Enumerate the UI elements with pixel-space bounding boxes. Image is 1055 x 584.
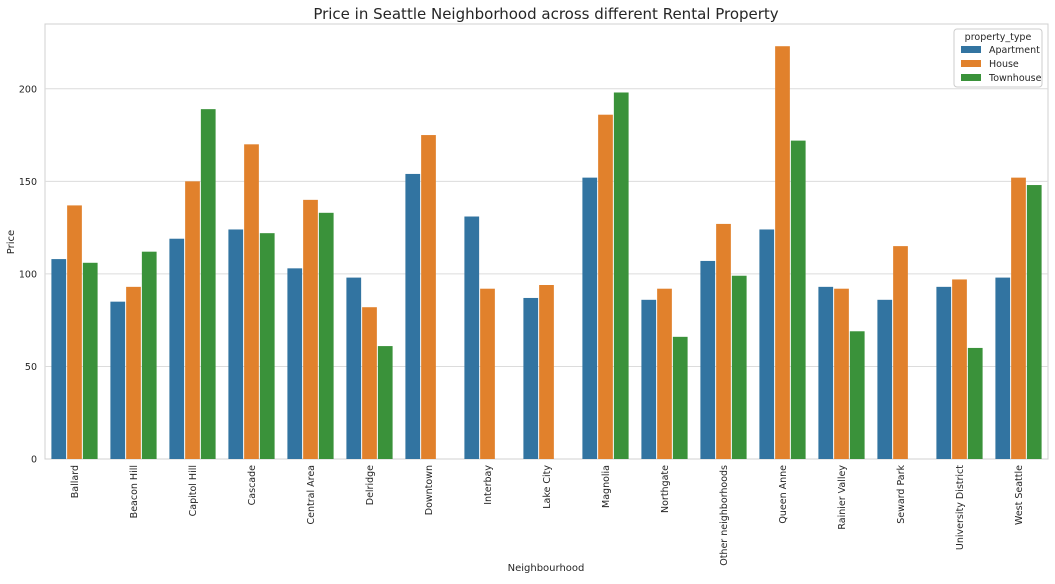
bar-house <box>67 205 82 459</box>
y-tick-label: 200 <box>19 84 37 95</box>
bar-apartment <box>169 238 185 459</box>
bar-apartment <box>523 297 539 459</box>
bar-house <box>126 286 141 459</box>
legend-label-townhouse: Townhouse <box>988 73 1042 84</box>
y-tick-label: 100 <box>19 269 37 280</box>
x-tick-label: Downtown <box>424 465 435 515</box>
legend-swatch-townhouse <box>961 74 981 81</box>
bar-townhouse <box>82 262 98 459</box>
x-tick-label: Cascade <box>247 465 258 505</box>
legend-items: Apartment House Townhouse <box>961 45 1042 84</box>
bar-house <box>775 46 790 459</box>
legend-swatch-apartment <box>961 46 981 53</box>
bar-townhouse <box>731 275 747 459</box>
bar-apartment <box>51 259 67 459</box>
bar-house <box>893 246 908 459</box>
y-tick-label: 0 <box>31 455 37 466</box>
legend-label-house: House <box>989 59 1019 70</box>
chart-title: Price in Seattle Neighborhood across dif… <box>313 5 778 23</box>
bar-house <box>716 223 731 459</box>
x-tick-label: Beacon Hill <box>129 465 140 518</box>
x-tick-label: Central Area <box>306 465 317 524</box>
bar-apartment <box>346 277 362 459</box>
x-tick-label: Capitol Hill <box>188 465 199 516</box>
bar-apartment <box>228 229 244 459</box>
bars <box>51 46 1042 460</box>
legend-label-apartment: Apartment <box>989 45 1040 56</box>
x-tick-label: Interbay <box>483 465 494 505</box>
bar-townhouse <box>790 140 806 460</box>
bar-apartment <box>582 177 598 459</box>
legend-swatch-house <box>961 60 981 67</box>
bar-apartment <box>759 229 775 459</box>
x-tick-label: Rainier Valley <box>837 465 848 530</box>
y-tick-label: 150 <box>19 177 37 188</box>
y-tick-label: 50 <box>25 362 37 373</box>
legend-box <box>953 28 1043 88</box>
x-tick-label: Magnolia <box>601 465 612 508</box>
x-tick-label: Queen Anne <box>778 465 789 524</box>
bar-house <box>421 135 436 459</box>
bar-townhouse <box>1026 185 1042 460</box>
bar-apartment <box>700 260 716 459</box>
x-tick-label: University District <box>955 465 966 550</box>
bar-townhouse <box>613 92 629 459</box>
x-axis-label: Neighbourhood <box>508 563 585 574</box>
x-tick-label: Northgate <box>660 465 671 513</box>
x-tick-label: Seward Park <box>896 465 907 524</box>
bar-house <box>1011 177 1026 459</box>
y-axis-ticks: 0 50 100 150 200 <box>19 84 37 465</box>
bar-townhouse <box>141 251 157 459</box>
bar-house <box>834 288 849 459</box>
legend: property_type Apartment House Townhouse <box>953 28 1043 88</box>
bar-townhouse <box>849 331 865 459</box>
bar-townhouse <box>377 346 393 459</box>
bar-house <box>539 285 554 459</box>
bar-townhouse <box>200 109 216 460</box>
bar-townhouse <box>967 347 983 459</box>
x-tick-label: West Seattle <box>1014 465 1025 525</box>
x-tick-label: Delridge <box>365 465 376 505</box>
bar-apartment <box>464 216 480 459</box>
x-axis-ticks: Ballard Beacon Hill Capitol Hill Cascade Cen… <box>70 465 1025 566</box>
bar-apartment <box>877 299 893 459</box>
bar-townhouse <box>259 233 275 459</box>
x-tick-label: Lake City <box>542 465 553 509</box>
bar-house <box>480 288 495 459</box>
bar-house <box>952 279 967 459</box>
bar-apartment <box>818 286 834 459</box>
bar-house <box>362 307 377 459</box>
bar-apartment <box>405 173 421 460</box>
bar-townhouse <box>672 336 688 459</box>
bar-apartment <box>287 268 303 459</box>
bar-house <box>244 144 259 459</box>
legend-title: property_type <box>965 32 1032 43</box>
bar-apartment <box>641 299 657 459</box>
bar-house <box>657 288 672 459</box>
bar-townhouse <box>318 212 334 459</box>
bar-apartment <box>936 286 952 459</box>
bar-apartment <box>110 301 126 459</box>
bar-house <box>303 199 318 459</box>
bar-house <box>598 114 613 460</box>
bar-house <box>185 181 200 459</box>
x-tick-label: Other neighborhoods <box>719 465 730 566</box>
x-tick-label: Ballard <box>70 465 81 498</box>
bar-apartment <box>995 277 1011 459</box>
y-axis-label: Price <box>6 230 17 254</box>
